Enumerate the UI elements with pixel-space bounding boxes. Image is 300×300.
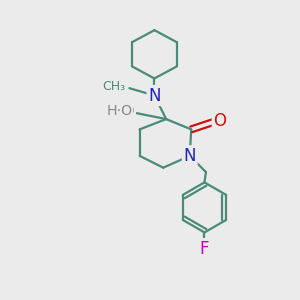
- Text: CH₃: CH₃: [102, 80, 125, 93]
- Text: H·O: H·O: [106, 104, 132, 118]
- Text: N: N: [184, 147, 196, 165]
- Text: F: F: [200, 240, 209, 258]
- Text: H: H: [121, 104, 131, 118]
- Text: O: O: [213, 112, 226, 130]
- Text: N: N: [148, 86, 161, 104]
- Text: ·O: ·O: [120, 104, 135, 118]
